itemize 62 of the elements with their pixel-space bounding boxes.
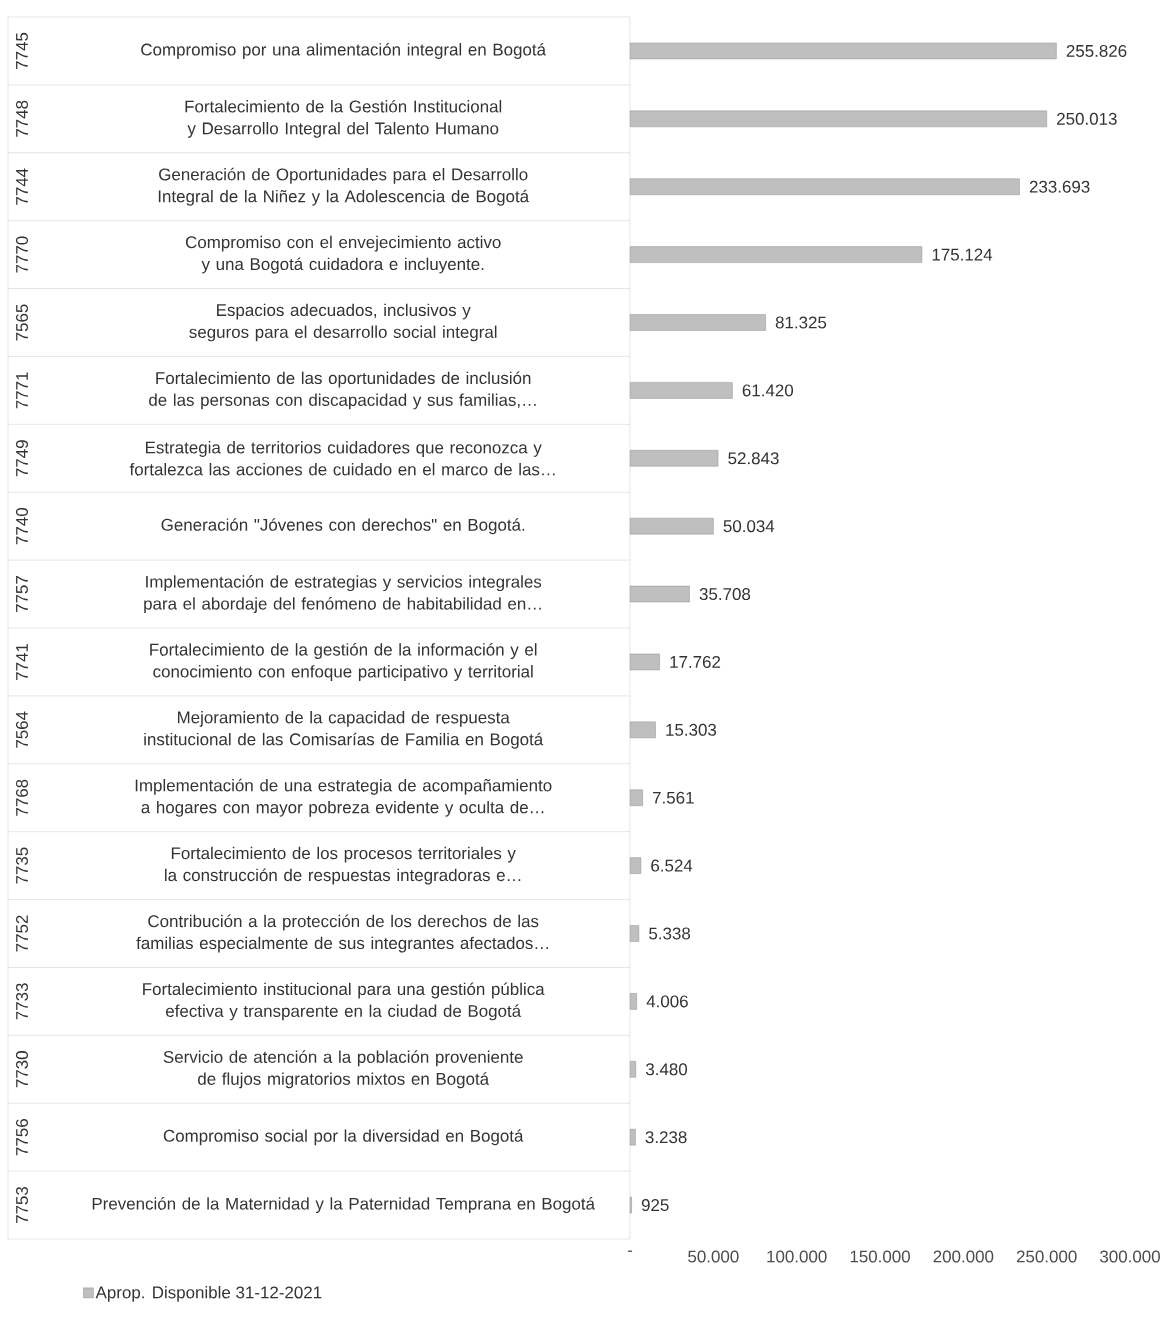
y-tick-label: Contribución a la protección de los derechos de las familias especialmente de sus integrantes afectados… — [136, 914, 548, 953]
data-label: 4.006 — [646, 995, 688, 1008]
legend-label: Aprop. Disponible 31-12-2021 — [95, 1285, 322, 1302]
x-tick-label: 50.000 — [688, 1250, 739, 1263]
y-tick-label: Servicio de atención a la población proveniente de flujos migratorios mixtos en Bogotá — [163, 1050, 523, 1089]
y-tick-label: Generación "Jóvenes con derechos" en Bogotá. — [161, 518, 525, 535]
text: 7733 — [15, 983, 28, 1020]
text: 7744 — [16, 168, 28, 205]
y-tick-label: Fortalecimiento de la gestión de la información y el conocimiento con enfoque participativo y territorial — [150, 643, 537, 681]
data-label: 250.013 — [1057, 112, 1117, 125]
x-tick-label: 250.000 — [1016, 1250, 1077, 1263]
text: 7757 — [16, 576, 28, 613]
data-label: 17.762 — [670, 655, 721, 668]
text: 7730 — [15, 1051, 28, 1088]
data-label: 15.303 — [666, 723, 717, 736]
x-tick-label: - — [627, 1250, 633, 1252]
data-label: 50.034 — [723, 520, 775, 533]
data-label: 7.561 — [653, 791, 694, 804]
y-tick-label: Implementación de estrategias y servicios integrales para el abordaje del fenómeno de habitabilidad en… — [144, 575, 542, 614]
text: 7741 — [16, 643, 28, 680]
data-label: 81.325 — [775, 316, 827, 329]
data-label: 6.524 — [651, 859, 693, 872]
text: 7771 — [16, 372, 28, 409]
text: 7740 — [15, 507, 28, 545]
text: 7756 — [15, 1119, 28, 1156]
text: 7752 — [15, 915, 28, 952]
y-tick-label: Compromiso social por la diversidad en Bogotá — [163, 1129, 524, 1146]
data-label: 233.693 — [1029, 180, 1090, 193]
y-tick-label: Fortalecimiento de los procesos territoriales y la construcción de respuestas integradoras e… — [165, 846, 521, 885]
text: 7564 — [15, 711, 28, 748]
data-label: 175.124 — [932, 248, 993, 261]
data-label: 255.826 — [1066, 44, 1127, 57]
text: 7749 — [15, 440, 28, 477]
y-tick-label: Espacios adecuados, inclusivos y seguros para el desarrollo social integral — [189, 303, 497, 342]
data-label: 61.420 — [742, 384, 794, 397]
data-label: 3.238 — [645, 1131, 687, 1144]
y-tick-label: Compromiso por una alimentación integral en Bogotá — [141, 42, 547, 59]
y-tick-label: Mejoramiento de la capacidad de respuesta institucional de las Comisarías de Familia en Bogotá — [144, 710, 544, 749]
x-tick-label: 100.000 — [767, 1250, 827, 1263]
y-tick-label: Prevención de la Maternidad y la Paternidad Temprana en Bogotá — [92, 1197, 595, 1214]
text: 7768 — [15, 779, 28, 816]
y-tick-label: Estrategia de territorios cuidadores que reconozca y fortalezca las acciones de cuidado en el marco de las… — [129, 441, 555, 476]
y-tick-label: Fortalecimiento de la Gestión Institucional y Desarrollo Integral del Talento Humano — [185, 99, 502, 138]
data-label: 925 — [641, 1199, 669, 1212]
data-label: 3.480 — [645, 1063, 688, 1076]
x-tick-label: 200.000 — [933, 1250, 994, 1263]
text: 7735 — [15, 847, 28, 884]
y-tick-label: Fortalecimiento institucional para una gestión pública efectiva y transparente en la ciudad de Bogotá — [143, 982, 545, 1021]
y-tick-label: Compromiso con el envejecimiento activo y una Bogotá cuidadora e incluyente. — [185, 235, 501, 274]
x-tick-label: 300.000 — [1100, 1250, 1160, 1263]
data-label: 35.708 — [699, 588, 751, 601]
y-tick-label: Fortalecimiento de las oportunidades de inclusión de las personas con discapacidad y sus familias,… — [149, 371, 536, 410]
y-tick-label: Implementación de una estrategia de acompañamiento a hogares con mayor pobreza evidente y oculta de… — [135, 778, 552, 817]
text: 7748 — [15, 100, 28, 137]
data-label: 52.843 — [728, 452, 779, 465]
text: 7745 — [16, 32, 28, 69]
text: 7770 — [15, 236, 28, 273]
x-tick-label: 150.000 — [850, 1250, 910, 1263]
text: 7753 — [15, 1186, 28, 1224]
data-label: 5.338 — [649, 927, 691, 940]
text: 7565 — [15, 304, 28, 341]
y-tick-label: Generación de Oportunidades para el Desarrollo Integral de la Niñez y la Adolescencia de Bogotá — [158, 167, 530, 206]
